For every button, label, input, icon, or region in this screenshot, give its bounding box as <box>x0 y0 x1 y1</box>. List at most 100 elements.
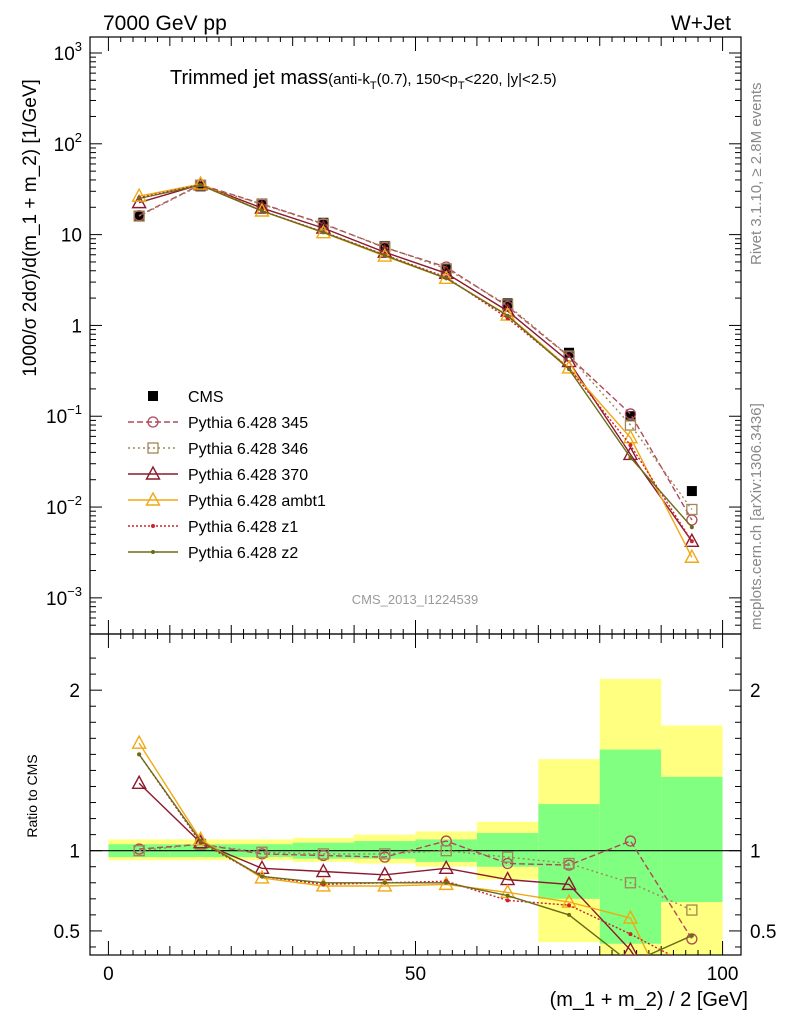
main-y-tick-mantissa: 10 <box>46 589 67 610</box>
main-point-pythia-6-428-ambt1 <box>377 247 393 262</box>
main-point-pythia-6-428-346 <box>686 503 698 516</box>
ratio-point-pythia-6-428-z1 <box>690 964 694 968</box>
main-y-tick-label: 10−1 <box>46 402 82 428</box>
main-y-tick-exponent: −2 <box>67 493 82 508</box>
band-inner <box>476 833 539 867</box>
legend-label-pythia-6-428-z1: Pythia 6.428 z1 <box>188 519 298 536</box>
ratio-line-pythia-6-428-345 <box>139 840 693 940</box>
main-point-cms <box>625 411 636 422</box>
ratio-bands <box>108 678 723 955</box>
ratio-point-pythia-6-428-z1 <box>505 898 510 903</box>
main-y-tick-exponent: −3 <box>67 584 82 599</box>
main-y-tick-mantissa: 10 <box>46 407 67 428</box>
main-y-tick-mantissa: 10 <box>61 226 82 247</box>
main-line-pythia-6-428-346 <box>138 184 693 510</box>
main-point-pythia-6-428-346 <box>317 218 330 230</box>
main-point-pythia-6-428-z2 <box>444 276 449 281</box>
watermark: CMS_2013_I1224539 <box>352 592 479 607</box>
ratio-point-pythia-6-428-370 <box>131 774 147 789</box>
ratio-point-pythia-6-428-z2 <box>567 912 572 917</box>
main-point-pythia-6-428-346 <box>133 210 145 222</box>
main-point-pythia-6-428-370 <box>684 532 700 547</box>
main-point-cms <box>318 217 329 228</box>
main-point-pythia-6-428-z2 <box>505 313 510 318</box>
main-y-tick-mantissa: 10 <box>54 44 75 65</box>
ratio-point-pythia-6-428-z2 <box>259 874 264 879</box>
main-y-tick-label: 10 <box>61 226 82 247</box>
main-y-tick-label: 10−2 <box>46 493 82 519</box>
ratio-y-tick-label-right: 1 <box>750 842 761 863</box>
main-series-group <box>131 175 700 563</box>
legend-marker-pythia-6-428-370 <box>145 465 161 480</box>
ratio-line-pythia-6-428-370 <box>138 782 635 955</box>
main-line-pythia-6-428-z1 <box>138 183 693 542</box>
ratio-point-pythia-6-428-z2 <box>382 880 387 885</box>
ratio-y-tick-label-right: 0.5 <box>750 922 776 943</box>
ratio-y-tick-label-right: 2 <box>750 681 761 702</box>
main-y-tick-label: 10−3 <box>46 584 82 610</box>
rivet-label: Rivet 3.1.10, ≥ 2.8M events <box>748 83 765 266</box>
ratio-point-pythia-6-428-346 <box>317 848 330 860</box>
ratio-point-pythia-6-428-346 <box>379 848 391 860</box>
main-point-pythia-6-428-z2 <box>628 455 633 460</box>
ratio-point-pythia-6-428-346 <box>501 851 514 863</box>
title-suffix-3: <220, |y|<2.5) <box>465 71 557 88</box>
legend-marker-pythia-6-428-346 <box>147 442 159 454</box>
main-point-pythia-6-428-345 <box>624 408 637 420</box>
main-point-pythia-6-428-z2 <box>567 367 572 372</box>
ratio-point-pythia-6-428-345 <box>624 835 637 847</box>
main-point-pythia-6-428-z1 <box>628 443 633 448</box>
main-point-cms <box>686 486 697 497</box>
ratio-point-pythia-6-428-370 <box>254 859 270 875</box>
main-title: Trimmed jet mass(anti-kT(0.7), 150<pT<22… <box>170 67 557 92</box>
ratio-point-pythia-6-428-z2 <box>198 839 203 844</box>
ratio-point-pythia-6-428-346 <box>686 904 698 916</box>
ratio-point-pythia-6-428-ambt1 <box>131 734 147 749</box>
ratio-point-pythia-6-428-370 <box>623 941 638 955</box>
ratio-point-pythia-6-428-z2 <box>505 893 510 898</box>
main-line-pythia-6-428-z2 <box>138 184 693 528</box>
ratio-point-pythia-6-428-z1 <box>628 932 633 937</box>
main-y-tick-exponent: 3 <box>75 39 82 54</box>
ratio-point-pythia-6-428-z2 <box>628 961 632 965</box>
header-right: W+Jet <box>671 12 731 35</box>
main-point-pythia-6-428-z2 <box>321 230 326 235</box>
main-y-tick-mantissa: 10 <box>54 135 75 156</box>
main-y-tick-label: 1 <box>71 316 82 337</box>
legend-label-pythia-6-428-345: Pythia 6.428 345 <box>188 415 308 432</box>
ratio-point-pythia-6-428-ambt1 <box>377 877 393 892</box>
x-tick-label: 0 <box>103 964 114 985</box>
main-point-pythia-6-428-z2 <box>382 253 387 258</box>
main-y-tick-label: 102 <box>54 130 82 156</box>
ratio-y-tick-label: 2 <box>69 681 80 702</box>
ratio-point-pythia-6-428-z2 <box>137 752 142 757</box>
main-point-pythia-6-428-z2 <box>137 196 142 201</box>
main-point-pythia-6-428-z2 <box>259 208 264 213</box>
ratio-point-pythia-6-428-370 <box>315 863 332 878</box>
ratio-point-pythia-6-428-345 <box>501 857 514 870</box>
ratio-y-tick-label: 1 <box>69 842 80 863</box>
ratio-y-tick-label: 0.5 <box>54 922 80 943</box>
ratio-point-pythia-6-428-346 <box>440 845 452 857</box>
ratio-point-pythia-6-428-ambt1 <box>315 877 332 892</box>
ratio-y-label: Ratio to CMS <box>24 754 40 837</box>
main-title-text: Trimmed jet mass <box>170 67 328 89</box>
ratio-series-group <box>131 734 698 968</box>
ratio-point-pythia-6-428-370 <box>561 875 577 891</box>
legend-label-pythia-6-428-346: Pythia 6.428 346 <box>188 441 308 458</box>
legend-label-cms: CMS <box>188 389 224 406</box>
ratio-point-pythia-6-428-ambt1 <box>622 909 639 924</box>
main-point-cms <box>564 347 575 358</box>
title-suffix-2: (0.7), 150<p <box>377 71 458 88</box>
ratio-point-pythia-6-428-346 <box>563 857 575 870</box>
main-y-tick-mantissa: 1 <box>71 316 82 337</box>
main-point-pythia-6-428-z1 <box>689 539 694 544</box>
legend-label-pythia-6-428-z2: Pythia 6.428 z2 <box>188 545 298 562</box>
main-point-pythia-6-428-ambt1 <box>684 548 700 563</box>
ratio-point-pythia-6-428-z1 <box>567 903 572 908</box>
main-point-cms <box>441 263 452 274</box>
legend-marker-pythia-6-428-ambt1 <box>145 491 161 506</box>
main-y-label: 1000/σ 2dσ)/d(m_1 + m_2) [1/GeV] <box>20 79 41 377</box>
